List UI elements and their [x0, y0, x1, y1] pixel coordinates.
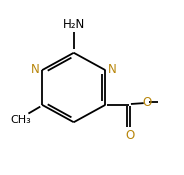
Text: CH₃: CH₃	[10, 116, 31, 125]
Text: O: O	[143, 96, 152, 109]
Text: H₂N: H₂N	[63, 19, 85, 32]
Text: O: O	[125, 129, 135, 142]
Text: N: N	[107, 63, 116, 76]
Text: N: N	[31, 63, 40, 76]
